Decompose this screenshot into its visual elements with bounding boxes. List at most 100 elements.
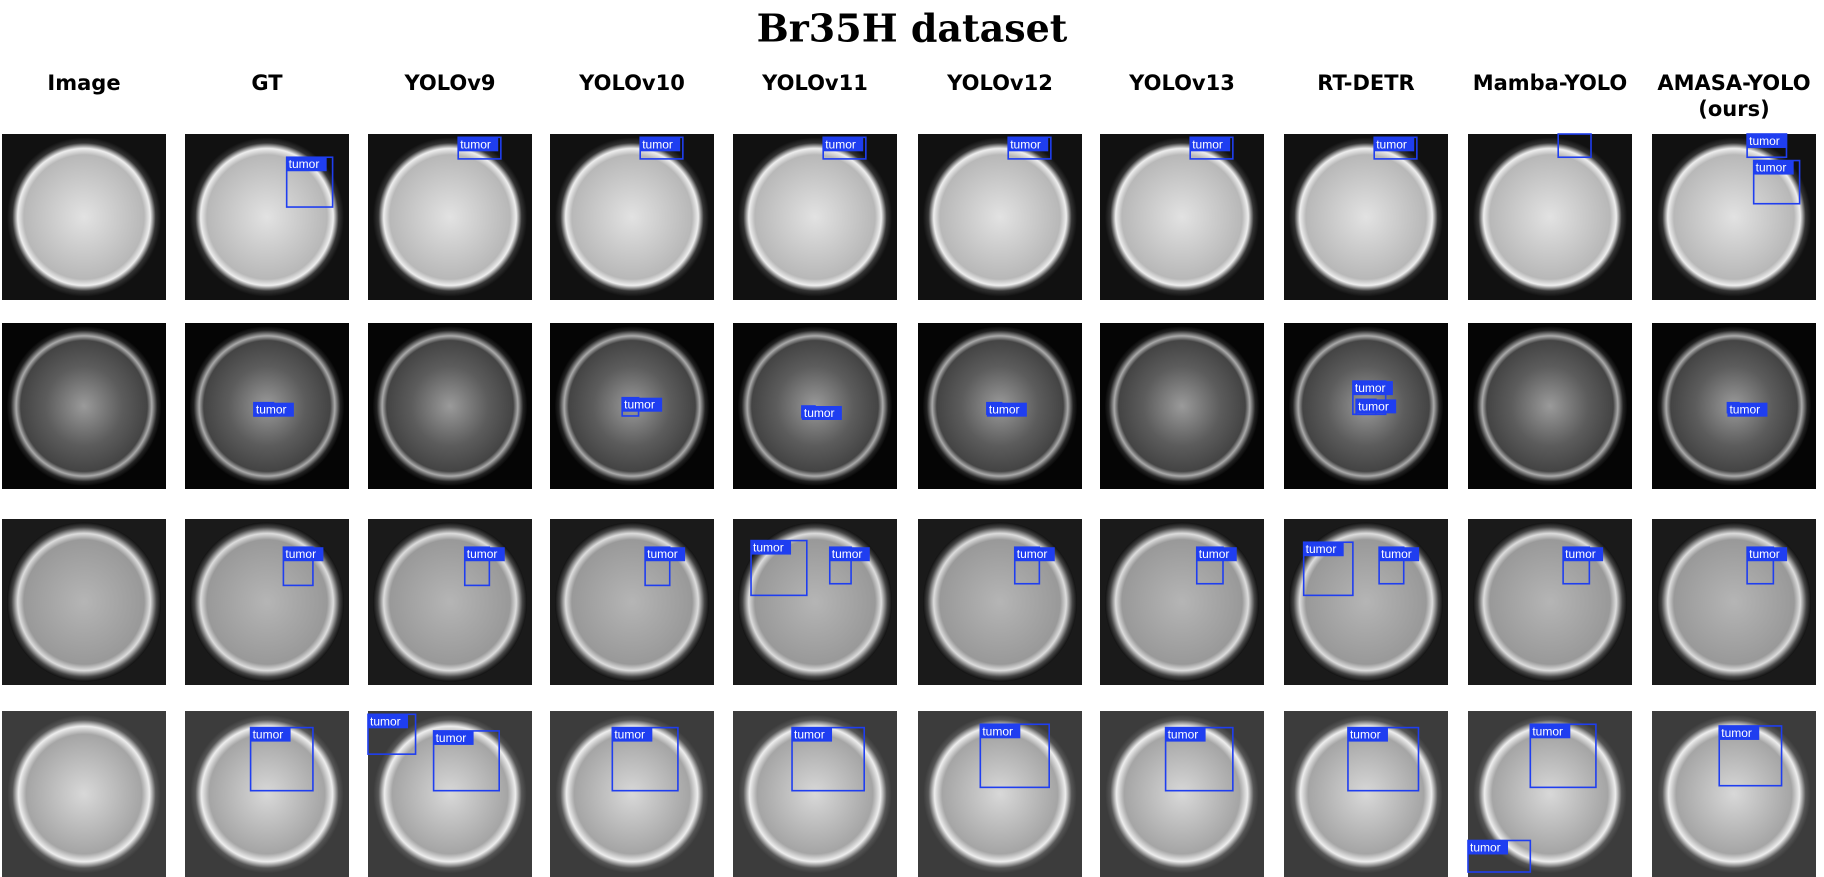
mri-image: tumor tumor (733, 519, 897, 685)
label-background (622, 397, 663, 412)
box-label: tumor (1532, 724, 1563, 738)
box-label: tumor (1358, 399, 1389, 413)
mri-image: tumor (550, 711, 714, 877)
label-background (612, 727, 653, 742)
box-label: tumor (1355, 381, 1386, 395)
box-label: tumor (253, 728, 284, 742)
label-background (645, 547, 686, 562)
box-label: tumor (614, 728, 645, 742)
brain (922, 137, 1078, 297)
label-background (829, 547, 870, 562)
brain (737, 137, 893, 297)
brain (554, 137, 710, 297)
box-label: tumor (642, 137, 673, 151)
brain (1288, 137, 1444, 297)
box-label: tumor (1749, 547, 1780, 561)
brain (922, 522, 1078, 682)
mri-image (1468, 323, 1632, 489)
mri-image (368, 323, 532, 489)
brain (1288, 522, 1444, 682)
brain (554, 522, 710, 682)
brain (1656, 137, 1812, 297)
box-label: tumor (647, 547, 678, 561)
label-background (986, 402, 1027, 417)
header-line: AMASA-YOLO (1657, 71, 1810, 95)
box-label: tumor (804, 406, 835, 420)
box-label: tumor (1192, 137, 1223, 151)
column-header: YOLOv12 (946, 71, 1053, 95)
label-background (1190, 137, 1231, 152)
mri-image: tumor (918, 323, 1082, 489)
brain (1472, 714, 1628, 874)
label-background (792, 727, 833, 742)
column-header: RT-DETR (1317, 71, 1414, 95)
mri-image: tumor (1100, 134, 1264, 300)
mri-image: tumor (1284, 134, 1448, 300)
label-background (980, 724, 1021, 739)
header-line: (ours) (1698, 97, 1769, 121)
mri-image: tumor (185, 323, 349, 489)
label-background (1352, 381, 1393, 396)
label-background (250, 727, 291, 742)
label-background (464, 547, 505, 562)
mri-image: tumor (368, 519, 532, 685)
column-header: YOLOv9 (403, 71, 495, 95)
box-label: tumor (436, 731, 467, 745)
label-background (286, 157, 327, 172)
box-label: tumor (624, 398, 655, 412)
label-background (1753, 160, 1794, 175)
brain (6, 714, 162, 874)
mri-image: tumor (550, 519, 714, 685)
label-background (1347, 727, 1388, 742)
column-header: YOLOv10 (578, 71, 685, 95)
brain (1104, 714, 1260, 874)
brain (6, 326, 162, 486)
brain (372, 326, 528, 486)
box-label: tumor (285, 547, 316, 561)
label-background (368, 714, 408, 729)
brain (554, 714, 710, 874)
label-background (1374, 137, 1415, 152)
label-background (1747, 134, 1788, 148)
figure-title: Br35H dataset (757, 6, 1068, 51)
mri-image: tumor tumor (1652, 133, 1816, 300)
box-label: tumor (794, 728, 825, 742)
mri-image: tumor (918, 134, 1082, 300)
brain (1656, 714, 1812, 874)
box-label: tumor (1721, 726, 1752, 740)
column-header: AMASA-YOLO (ours) (1657, 71, 1810, 121)
box-label: tumor (1470, 840, 1501, 854)
brain (1288, 714, 1444, 874)
mri-image: tumor (1652, 711, 1816, 877)
box-label: tumor (370, 714, 401, 728)
box-label: tumor (467, 547, 498, 561)
column-header: Image (47, 71, 120, 95)
label-background (1719, 725, 1760, 740)
brain (372, 137, 528, 297)
box-label: tumor (1199, 547, 1230, 561)
mri-image: tumor (1100, 711, 1264, 877)
detection-box (1557, 133, 1592, 159)
label-background (640, 137, 681, 152)
label-background (751, 540, 792, 555)
box-label: tumor (1376, 137, 1407, 151)
box-label: tumor (1756, 161, 1787, 175)
brain (1104, 522, 1260, 682)
mri-image: tumor (918, 711, 1082, 877)
box-label: tumor (1729, 403, 1760, 417)
label-background (433, 730, 474, 745)
label-background (253, 402, 294, 417)
brain (1656, 522, 1812, 682)
mri-image (2, 519, 166, 685)
brain (1472, 137, 1628, 297)
box-label: tumor (1565, 547, 1596, 561)
label-background (1356, 399, 1397, 414)
mri-image: tumor (733, 323, 897, 489)
label-background (1303, 542, 1344, 557)
label-background (1747, 547, 1788, 562)
mri-image: tumor tumor (1284, 519, 1448, 685)
mri-image: tumor (1284, 711, 1448, 877)
mri-image: tumor (1652, 519, 1816, 685)
brain (737, 522, 893, 682)
